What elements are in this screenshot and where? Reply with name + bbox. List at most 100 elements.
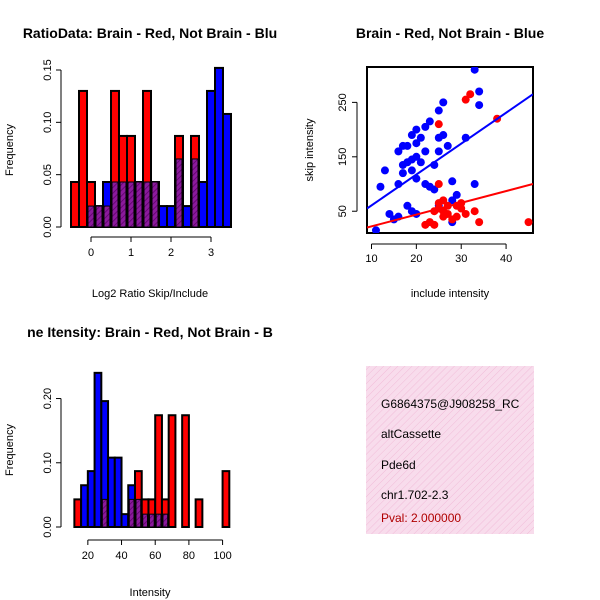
intensity-scatter-panel: Brain - Red, Not Brain - Blue 10 20 30 40 50…	[304, 25, 544, 300]
histogram-y-tick-label: 0.00	[42, 216, 54, 237]
info-event-id: G6864375@J908258_RC	[381, 397, 520, 411]
scatter-point-blue	[448, 177, 457, 186]
scatter-point-blue	[421, 147, 430, 156]
scatter-x-tick-label: 40	[500, 253, 512, 265]
histogram-bar-overlap-7	[127, 181, 135, 228]
scatter-point-red	[466, 90, 475, 99]
histogram-bar-overlap-12	[155, 513, 162, 528]
histogram-bar-blue-7	[120, 513, 130, 529]
scatter-point-blue	[448, 196, 457, 205]
scatter-point-blue	[412, 152, 421, 161]
scatter-point-red	[430, 220, 439, 229]
scatter-point-blue	[470, 67, 479, 74]
scatter-point-blue	[475, 101, 484, 110]
histogram-x-tick-label: 0	[88, 247, 94, 259]
scatter-point-blue	[443, 141, 452, 150]
scatter-y-tick-label: 150	[337, 148, 349, 166]
scatter-point-red	[434, 120, 443, 129]
ratio-histogram-title: RatioData: Brain - Red, Not Brain - Blu	[23, 25, 277, 41]
intensity-histogram-title: ne Itensity: Brain - Red, Not Brain - B	[27, 324, 273, 340]
intensity-histogram-xlabel: Intensity	[130, 587, 171, 599]
histogram-bar-overlap-3	[95, 205, 103, 228]
histogram-bar-blue-11	[158, 205, 168, 228]
histogram-bar-blue-16	[198, 180, 208, 228]
intensity-histogram-axes: 20 40 60 80 100 0.00 0.10 0.20	[42, 388, 232, 562]
histogram-bar-overlap-8	[128, 498, 135, 528]
scatter-fit-line-red	[367, 183, 533, 229]
intensity-histogram-ylabel: Frequency	[4, 424, 16, 476]
histogram-bar-blue-19	[222, 112, 232, 228]
histogram-x-tick-label: 3	[208, 247, 214, 259]
histogram-y-tick-label: 0.00	[42, 516, 54, 537]
histogram-bar-overlap-9	[143, 181, 151, 228]
histogram-bar-overlap-6	[119, 181, 127, 228]
histogram-bar-overlap-10	[151, 181, 159, 228]
histogram-y-tick-label: 0.15	[42, 59, 54, 80]
scatter-point-blue	[376, 182, 385, 191]
histogram-bar-red-12	[154, 414, 163, 528]
scatter-point-red	[524, 218, 533, 227]
histogram-bar-red-0	[73, 498, 83, 528]
scatter-point-blue	[398, 169, 407, 178]
histogram-bar-blue-12	[166, 205, 176, 228]
scatter-point-blue	[439, 98, 448, 107]
histogram-bar-overlap-8	[135, 181, 143, 228]
histogram-y-tick-label: 0.10	[42, 452, 54, 473]
scatter-point-blue	[425, 117, 434, 126]
histogram-bar-overlap-11	[148, 513, 155, 528]
scatter-point-red	[475, 218, 484, 227]
ratio-histogram-panel: RatioData: Brain - Red, Not Brain - Blu …	[4, 25, 277, 300]
histogram-bar-overlap-5	[111, 181, 119, 228]
histogram-bar-blue-1	[80, 484, 89, 528]
histogram-x-tick-label: 20	[82, 550, 94, 562]
intensity-scatter-title: Brain - Red, Not Brain - Blue	[356, 25, 544, 41]
scatter-point-blue	[434, 147, 443, 156]
scatter-point-blue	[439, 131, 448, 140]
histogram-x-tick-label: 80	[183, 550, 195, 562]
scatter-point-blue	[412, 125, 421, 134]
histogram-x-tick-label: 100	[213, 550, 231, 562]
scatter-point-blue	[385, 209, 394, 218]
scatter-point-blue	[407, 131, 416, 140]
histogram-x-tick-label: 2	[168, 247, 174, 259]
histogram-bar-overlap-2	[87, 205, 95, 228]
scatter-point-blue	[430, 185, 439, 194]
ratio-histogram-bars	[70, 66, 232, 229]
scatter-point-blue	[421, 122, 430, 131]
intensity-histogram-bars	[73, 371, 231, 529]
scatter-point-blue	[403, 201, 412, 210]
histogram-bar-blue-2	[86, 470, 96, 528]
scatter-point-blue	[416, 133, 425, 142]
histogram-x-tick-label: 40	[115, 550, 127, 562]
ratio-histogram-xlabel: Log2 Ratio Skip/Include	[92, 288, 208, 300]
scatter-plot-area	[367, 67, 533, 233]
intensity-scatter-ylabel: skip intensity	[304, 118, 316, 181]
histogram-bar-blue-5	[107, 456, 116, 528]
scatter-x-tick-label: 30	[455, 253, 467, 265]
intensity-histogram-panel: ne Itensity: Brain - Red, Not Brain - B …	[4, 324, 273, 599]
ratio-histogram-axes: 0 1 2 3 0.00 0.05 0.10 0.15	[42, 59, 214, 259]
info-panel: G6864375@J908258_RC altCassette Pde6d ch…	[366, 366, 534, 534]
info-pval: Pval: 2.000000	[381, 511, 461, 525]
histogram-bar-blue-18	[214, 66, 224, 229]
histogram-bar-overlap-9	[135, 498, 142, 528]
scatter-point-blue	[452, 190, 461, 199]
histogram-bar-overlap-15	[191, 158, 199, 228]
scatter-point-red	[461, 209, 470, 218]
histogram-bar-blue-3	[93, 371, 103, 528]
histogram-x-tick-label: 1	[128, 247, 134, 259]
histogram-bar-overlap-4	[103, 205, 111, 228]
scatter-point-blue	[412, 139, 421, 148]
histogram-bar-red-14	[167, 414, 177, 528]
scatter-point-blue	[371, 226, 380, 233]
intensity-scatter-points	[366, 66, 534, 234]
ratio-histogram-ylabel: Frequency	[4, 124, 16, 176]
scatter-point-blue	[416, 158, 425, 167]
histogram-bar-blue-17	[206, 89, 216, 228]
scatter-point-red	[443, 209, 452, 218]
histogram-bar-overlap-10	[142, 513, 148, 528]
histogram-bar-red-18	[194, 498, 204, 528]
histogram-x-tick-label: 60	[149, 550, 161, 562]
scatter-point-blue	[470, 180, 479, 189]
